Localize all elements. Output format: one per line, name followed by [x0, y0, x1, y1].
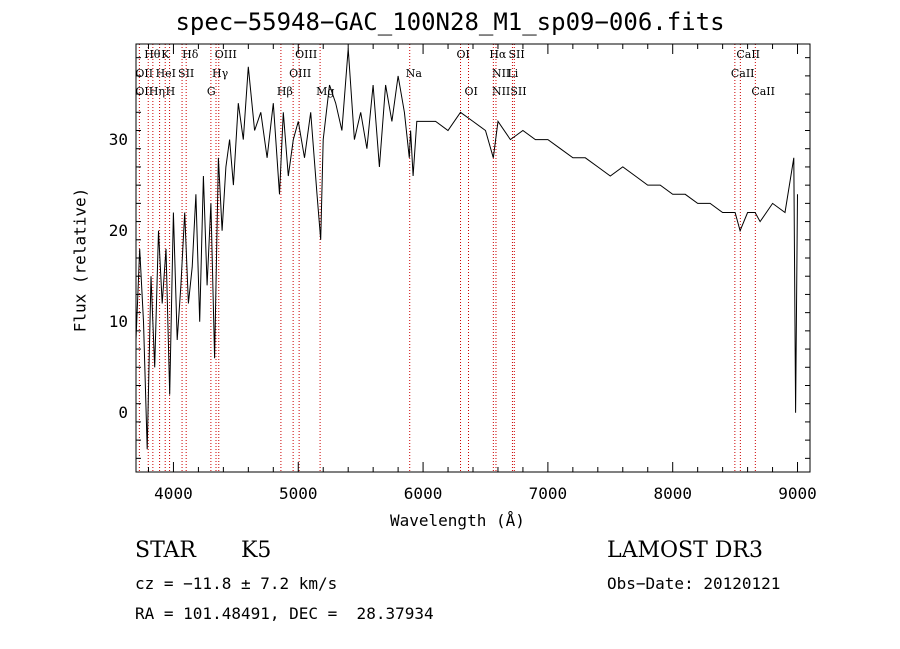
spectral-line-label: OII — [135, 67, 154, 80]
spectral-line-label: OI — [464, 85, 478, 98]
y-tick-label: 0 — [118, 402, 128, 422]
spectral-line-label: Hα — [489, 48, 507, 61]
obs-date: Obs−Date: 20120121 — [607, 574, 781, 593]
spectral-line-label: OIII — [295, 48, 318, 61]
x-tick-label: 7000 — [528, 484, 568, 503]
spectral-line-label: Hδ — [182, 48, 199, 61]
axis-ticks — [136, 44, 810, 472]
spectral-line-label: OI — [456, 48, 470, 61]
redshift-text: cz = −11.8 ± 7.2 km/s — [135, 574, 338, 593]
y-tick-label: 10 — [108, 311, 128, 331]
coordinates: RA = 101.48491, DEC = 28.37934 — [135, 604, 434, 623]
x-tick-label: 8000 — [653, 484, 692, 503]
y-axis-label: Flux (relative) — [70, 187, 90, 333]
x-axis-label: Wavelength (Å) — [390, 511, 525, 530]
emission-line-markers — [138, 44, 756, 472]
spectral-line-label: Hβ — [276, 85, 293, 98]
spectral-line-label: Hη — [148, 85, 166, 98]
y-tick-label: 30 — [108, 129, 128, 149]
object-subclass: K5 — [241, 538, 272, 563]
spectral-line-label: Hγ — [212, 67, 229, 80]
spectral-line-label: CaII — [751, 85, 775, 98]
spectral-line-label: CaII — [736, 48, 761, 61]
spectral-line-label: NII — [491, 85, 511, 98]
spectral-line-label: HeI — [155, 67, 177, 80]
spectral-line-label: NII — [491, 67, 511, 80]
spectral-line-label: Na — [405, 67, 422, 80]
spectral-line-label: SII — [178, 67, 195, 80]
x-tick-label: 6000 — [403, 484, 443, 503]
spectral-line-label: H — [165, 85, 176, 98]
x-tick-label: 4000 — [154, 484, 193, 503]
x-tick-label: 5000 — [278, 484, 318, 503]
spectral-line-label: G — [206, 85, 216, 98]
y-tick-label: 20 — [108, 220, 128, 240]
spectral-line-label: OIII — [289, 67, 312, 80]
spectral-line-label: OIII — [214, 48, 237, 61]
object-class: STAR — [135, 538, 196, 563]
spectral-line-label: Li — [507, 67, 519, 80]
plot-frame — [135, 43, 811, 473]
spectral-line-label: Hθ — [144, 48, 161, 61]
survey-name: LAMOST DR3 — [607, 538, 763, 563]
spectral-line-label: Mg — [316, 85, 335, 98]
spectral-line-label: SII — [508, 48, 525, 61]
spectral-line-label: K — [161, 48, 170, 61]
spectral-line-label: SII — [510, 85, 527, 98]
chart-title: spec−55948−GAC_100N28_M1_sp09−006.fits — [175, 8, 725, 36]
flux-series-line — [135, 48, 798, 450]
spectral-line-label: OII — [135, 85, 154, 98]
spectral-line-label: CaII — [730, 67, 755, 80]
x-tick-label: 9000 — [778, 484, 817, 503]
